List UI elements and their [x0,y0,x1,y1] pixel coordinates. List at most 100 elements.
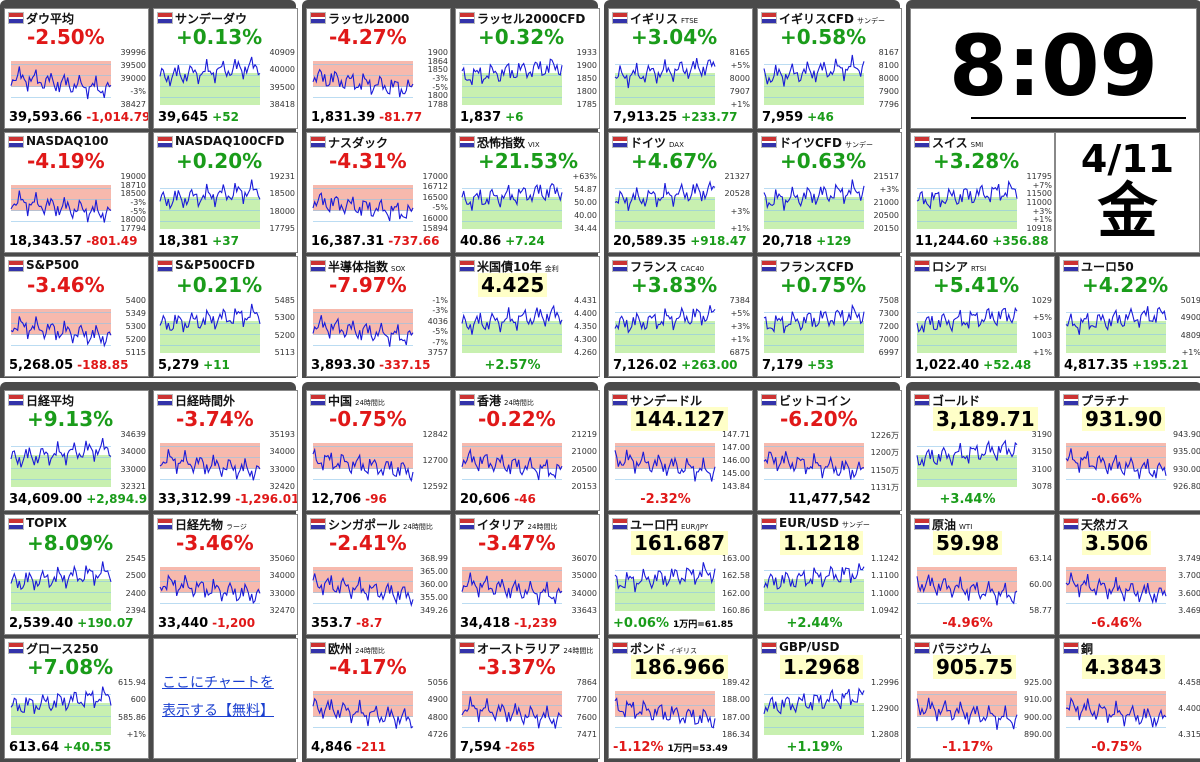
market-tile[interactable]: フランスCFD 7508 7300 7200 7000 6997 +0.75% 7,179 +5… [757,256,902,377]
chart-area [313,199,413,200]
market-tile[interactable]: 日経平均 34639 34000 33000 32321 +9.13% 34,609.00 +… [4,390,149,511]
market-tile[interactable]: イタリア 24時間比 36070 35000 34000 33643 -3.47% 34,41… [455,514,600,635]
chart-area [160,321,260,353]
market-tile[interactable]: ドイツCFD サンデー 21517 +3% 21000 20500 20150 +0.63% 2… [757,132,902,253]
flag-icon [1063,518,1079,530]
market-tile[interactable]: イギリスCFD サンデー 8167 8100 8000 7900 7796 +0.58% 7,9… [757,8,902,129]
market-tile[interactable]: TOPIX 2545 2500 2400 2394 +8.09% 2,539.40 +190.… [4,514,149,635]
sparkline [10,561,112,591]
market-tile[interactable]: 日経先物 ラージ 35060 34000 33000 32470 -3.46% 33,440-… [153,514,298,635]
sparkline [916,574,1018,606]
market-tile[interactable]: サンデードル 147.71 147.00 146.00 145.00 143.84 144.… [608,390,753,511]
market-tile[interactable]: サンデーダウ 40909 40000 39500 38418 +0.13% 39,645 +5… [153,8,298,129]
flag-icon [459,12,475,24]
chart-area [11,221,111,222]
percent-change: -2.41% [329,531,407,555]
percent-change: +21.53% [478,149,579,173]
axis-label: 1.2808 [871,730,899,739]
axis-label: 1150万 [870,464,899,476]
market-tile[interactable]: GBP/USD 1.2996 1.2900 1.2808 1.2968 +1.19% [757,638,902,759]
axis-label: 8167 [878,48,899,57]
chart-area [462,321,562,353]
axis-label: +3% [879,185,899,194]
market-tile[interactable]: 恐怖指数 VIX +63% 54.87 50.00 40.00 34.44 +21.53% 40… [455,132,600,253]
percent-change: -3.74% [176,407,254,431]
chart-area [462,446,562,447]
market-tile[interactable]: ラッセル2000 1900 1864 1850 -3% -5% 1800 1788 -4.27%… [306,8,451,129]
axis-label: -3% [432,74,448,83]
market-tile[interactable]: ポンド イギリス 189.42 188.00 187.00 186.34 186.966 -1… [608,638,753,759]
chart-area [11,86,111,87]
market-tile[interactable]: ラッセル2000CFD 1933 1900 1850 1800 1785 +0.32% 1,8… [455,8,600,129]
market-tile[interactable]: ナスダック 17000 16712 16500 -5% 16000 15894 -4.31% 1… [306,132,451,253]
price: 1,837 +6 [460,110,524,125]
market-tile[interactable]: 中国 24時間比 12842 12700 12592 -0.75% 12,706 -96 [306,390,451,511]
market-tile[interactable]: パラジウム 925.00 910.00 900.00 890.00 905.75 -1.17… [910,638,1055,759]
market-tile[interactable]: ユーロ円 EUR/JPY 163.00 162.58 162.00 160.86 161.6… [608,514,753,635]
axis-label: 20500 [571,464,597,474]
market-tile[interactable]: EUR/USD サンデー 1.1242 1.1100 1.1000 1.0942 1.121… [757,514,902,635]
mini-chart [916,691,1018,730]
market-tile[interactable]: 半導体指数 SOX -1% -3% 4036 -5% -7% 3757 -7.97% 3,893.… [306,256,451,377]
market-tile[interactable]: グロース250 615.94 600 585.86 +1% +7.08% 613.64 +40… [4,638,149,759]
price: 3,893.30 -337.15 [311,358,431,373]
axis-label: 5485 [274,296,295,305]
price: 7,179 +53 [762,358,834,373]
chart-area [615,73,715,105]
axis-label: 7907 [729,87,750,96]
market-tile[interactable]: イギリス FTSE 8165 +5% 8000 7907 +1% +3.04% 7,913.25… [608,8,753,129]
axis-label: 17000 [422,172,448,181]
tile-sub: 金利 [544,265,559,273]
axis-label: 19000 [120,172,146,181]
market-tile[interactable]: 欧州 24時間比 5056 4900 4800 4726 -4.17% 4,846 -211 [306,638,451,759]
market-tile[interactable]: 米国債10年 金利 4.431 4.400 4.350 4.300 4.260 4.425 +2… [455,256,600,377]
market-tile[interactable]: 香港 24時間比 21219 21000 20500 20153 -0.22% 20,606-… [455,390,600,511]
flag-icon [761,394,777,406]
chart-area [313,694,413,695]
chart-area [615,479,715,480]
market-tile[interactable]: スイス SMI 11795 +7% 11500 11000 +3% +1% 10918 +3.28… [910,132,1055,253]
axis-label: 2500 [125,571,146,581]
market-tile[interactable]: ロシア RTSI 1029 +5% 1003 +1% +5.41% 1,022.40 +52.4… [910,256,1055,377]
chart-area [764,345,864,346]
market-tile[interactable]: ドイツ DAX 21327 20528 +3% +1% +4.67% 20,589.35 +91… [608,132,753,253]
market-tile[interactable]: 銅 4.458 4.400 4.315 4.3843 -0.75% [1059,638,1200,759]
market-tile[interactable]: プラチナ 943.90 935.00 930.00 926.80 931.90 -0.66% [1059,390,1200,511]
flag-icon [761,518,777,530]
market-tile[interactable]: ユーロ50 5019 4900 4809 +1% +4.22% 4,817.35 +195.2… [1059,256,1200,377]
market-tile[interactable]: NASDAQ100CFD 19231 18500 18000 17795 +0.20% 18… [153,132,298,253]
sparkline [159,179,261,210]
market-tile[interactable]: 天然ガス 3.749 3.700 3.600 3.469 3.506 -6.46% [1059,514,1200,635]
axis-label: 7700 [576,695,597,705]
chart-area [11,75,111,76]
flag-icon [459,394,475,406]
axis-label: 20528 [724,189,750,199]
flag-icon [8,12,24,24]
chart-area [615,705,715,706]
chart-link[interactable]: ここにチャートを 表示する【無料】 [162,669,274,725]
market-tile[interactable]: 原油 WTI 63.14 60.00 58.77 59.98 -4.96% [910,514,1055,635]
market-tile[interactable]: S&P500 5400 5349 5300 5200 5115 -3.46% 5,268.05… [4,256,149,377]
market-tile[interactable]: ゴールド 3190 3150 3100 3078 3,189.71 +3.44% [910,390,1055,511]
market-tile[interactable]: シンガポール 24時間比 368.99 365.00 360.00 355.00 349.2… [306,514,451,635]
sparkline [10,437,112,468]
market-tile[interactable]: ビットコイン 1226万 1200万 1150万 1131万 -6.20% 11,477,5… [757,390,902,511]
market-tile[interactable]: オーストラリア 24時間比 7864 7700 7600 7471 -3.37% 7,594-… [455,638,600,759]
percent-change: +0.21% [176,273,263,297]
quote-price: 144.127 [631,407,729,431]
axis-label: 39500 [269,82,295,92]
flag-icon [612,642,628,654]
market-tile[interactable]: S&P500CFD 5485 5300 5200 5113 +0.21% 5,279 +11 [153,256,298,377]
axis-label: 925.00 [1024,678,1052,687]
sparkline [312,573,414,608]
market-tile[interactable]: ダウ平均 39996 39500 39000 -3% 38427 -2.50% 39,593.… [4,8,149,129]
axis-label: -1% [432,296,448,305]
market-tile[interactable]: 日経時間外 35193 34000 33000 32420 -3.74% 33,312.99… [153,390,298,511]
change: +195.21 [1132,358,1189,372]
market-tile[interactable]: フランス CAC40 7384 +5% +3% +1% 6875 +3.83% 7,126.02… [608,256,753,377]
chart-area [764,694,864,695]
axis-label: +3% [730,322,750,331]
sparkline [763,563,865,590]
chart-area [160,86,260,87]
market-tile[interactable]: NASDAQ100 19000 18710 18500 -3% -5% 18000 17794… [4,132,149,253]
